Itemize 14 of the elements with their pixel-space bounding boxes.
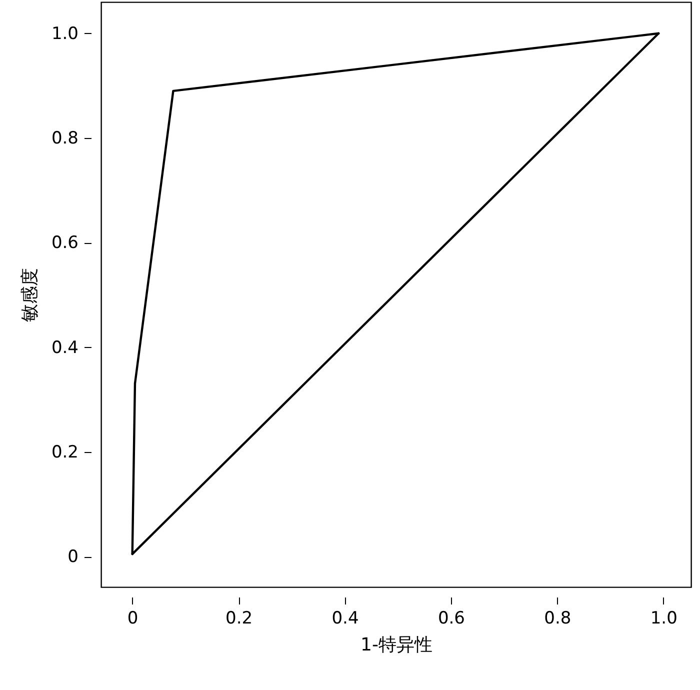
x-tick-label: 0.8 bbox=[544, 608, 572, 628]
y-axis-title: 敏感度 bbox=[19, 268, 40, 322]
x-tick-label: 1.0 bbox=[650, 608, 678, 628]
x-axis-title: 1-特异性 bbox=[360, 634, 432, 656]
y-tick-label: 0.6 bbox=[51, 233, 78, 254]
x-tick-label: 0.6 bbox=[438, 608, 465, 628]
y-tick-label: 0 bbox=[68, 547, 78, 568]
x-tick-label: 0 bbox=[127, 608, 138, 628]
x-tick-label: 0.4 bbox=[332, 608, 359, 628]
y-tick-label: 0.8 bbox=[51, 128, 78, 149]
y-tick-label: 0.2 bbox=[51, 442, 78, 462]
y-tick-label: 1.0 bbox=[51, 24, 78, 44]
y-tick-label: 0.4 bbox=[51, 338, 78, 358]
x-tick-label: 0.2 bbox=[226, 608, 253, 628]
